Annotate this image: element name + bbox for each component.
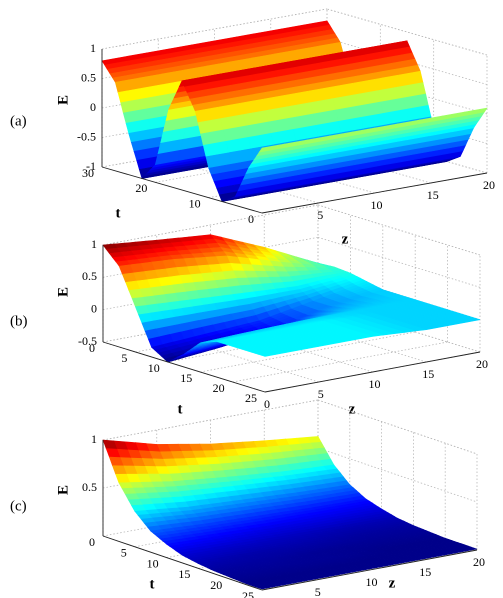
axis-line [102,341,266,393]
surface-patch [258,143,286,153]
z-tick-label: 0 [261,595,267,598]
z-tick-label: 5 [317,208,323,222]
t-tick-label: 25 [245,391,257,405]
t-tick-label: 20 [210,578,222,592]
z-tick-label: 15 [419,565,431,579]
panel-label: (c) [10,498,27,514]
t-tick-label: 20 [135,181,147,195]
z-tick-label: 20 [483,178,495,192]
grid-line [200,331,416,373]
z-tick-label: 5 [318,387,324,401]
e-tick-label: 0 [90,100,96,114]
t-tick-label: 5 [121,546,127,560]
e-tick-label: -0.5 [78,334,97,348]
z-tick-label: 20 [473,555,485,569]
z-tick-label: 15 [422,367,434,381]
z-axis-label: z [342,231,349,247]
e-tick-label: 1 [90,41,96,55]
grid-line [317,236,481,288]
axis-line [102,535,263,591]
t-axis-label: t [150,576,155,592]
z-tick-label: 10 [366,575,378,589]
panel-label: (b) [10,313,28,329]
z-tick-label: 10 [371,198,383,212]
e-tick-label: 1 [91,237,97,251]
e-tick-label: 0.5 [81,70,96,84]
z-axis-label: z [389,575,396,591]
t-axis-label: t [178,401,183,417]
box-edge [101,8,328,50]
z-tick-label: 10 [369,377,381,391]
t-tick-label: 25 [242,589,254,598]
axis-line [261,172,488,214]
t-tick-label: 15 [178,567,190,581]
box-edge [102,204,319,246]
e-axis-label: E [55,287,71,297]
t-tick-label: 5 [121,351,127,365]
grid-line [232,341,448,383]
e-tick-label: -0.5 [77,129,96,143]
z-tick-label: 15 [427,188,439,202]
t-tick-label: 15 [180,371,192,385]
e-tick-label: 1 [91,432,97,446]
axis-line [264,351,481,393]
e-tick-label: -1 [86,159,96,173]
t-tick-label: 0 [89,341,95,355]
t-axis-label: t [116,205,121,221]
e-tick-label: 0 [91,301,97,315]
t-tick-label: 10 [148,361,160,375]
t-tick-label: 0 [248,212,254,226]
axis-line [101,166,263,214]
box-edge [102,399,319,441]
t-tick-label: 30 [82,166,94,180]
t-tick-label: 20 [213,381,225,395]
box-edge [317,204,481,256]
e-axis-label: E [55,95,71,105]
surface-patch [258,585,273,590]
e-tick-label: 0.5 [82,269,97,283]
t-tick-label: 0 [89,535,95,549]
axis-line [261,549,478,591]
e-axis-label: E [55,485,71,495]
box-edge [317,399,478,455]
e-tick-label: 0.5 [82,480,97,494]
z-axis-label: z [349,401,356,417]
surface-patch [261,353,276,357]
t-tick-label: 10 [189,196,201,210]
z-tick-label: 0 [264,397,270,411]
t-tick-label: 10 [147,556,159,570]
panel-label: (a) [10,113,27,129]
z-tick-label: 20 [476,357,488,371]
z-tick-label: 5 [315,585,321,598]
